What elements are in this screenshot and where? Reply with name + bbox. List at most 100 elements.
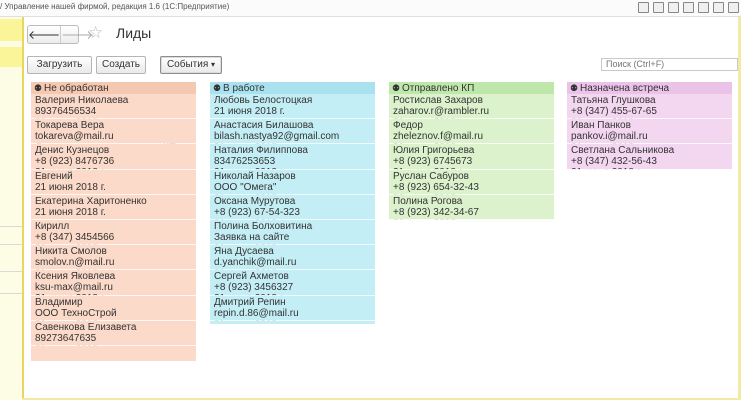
card-detail: Заявка на сайте	[214, 232, 290, 243]
card-name: Иван Панков	[571, 120, 631, 132]
card-name: Токарева Вера	[35, 120, 105, 132]
forward-button[interactable]: 🡒	[61, 28, 94, 42]
card-detail: 21 июня 2018 г.	[35, 206, 106, 218]
lead-card[interactable]: Руслан Сабуров+8 (923) 654-32-4321 июня …	[389, 171, 554, 195]
card-separator	[389, 218, 554, 220]
card-name: Анастасия Билашова	[214, 120, 314, 132]
card-separator	[31, 168, 196, 170]
save-icon[interactable]	[638, 2, 649, 13]
lead-card[interactable]: Ростислав Захаровzaharov.r@rambler.ru21 …	[389, 95, 554, 120]
column-header[interactable]: ⚉ В работе	[210, 82, 375, 94]
card-extra: 21 июня 2018 г.	[393, 218, 554, 220]
card-name: Сергей Ахметов	[214, 271, 289, 283]
card-separator	[389, 143, 554, 145]
lead-card[interactable]: Татьяна Глушкова+8 (347) 455-67-6521 июн…	[567, 95, 732, 120]
search-input[interactable]	[601, 58, 738, 71]
card-separator	[210, 319, 375, 321]
lead-card[interactable]: Оксана Мурутова+8 (923) 67-54-32321 июня…	[210, 196, 375, 220]
card-extra: 21 июня 2018 г.	[393, 117, 554, 119]
card-detail: 89273647635	[35, 332, 97, 344]
card-extra: 21 июня 2018 г.	[35, 117, 196, 119]
lead-card[interactable]: Кирилл+8 (347) 345456621 июня 2018 г.	[31, 221, 196, 246]
card-name: Николай Назаров	[214, 170, 296, 182]
card-detail: 21 июня 2018 г.	[35, 181, 106, 193]
window-title: / Управление нашей фирмой, редакция 1.6 …	[0, 2, 230, 11]
column-header[interactable]: ⚉ Назначена встреча	[567, 82, 732, 94]
card-detail: d.yanchik@mail.ru	[214, 257, 297, 269]
lead-card[interactable]: Денис Кузнецов+8 (923) 847673621 июня 20…	[31, 145, 196, 170]
card-separator	[389, 118, 554, 120]
card-separator	[31, 143, 196, 145]
card-separator	[210, 143, 375, 145]
card-name: Ксения Яковлева	[35, 271, 116, 283]
lead-card[interactable]: Евгений 21 июня 2018 г.	[31, 171, 196, 195]
card-name: Любовь Белостоцкая	[214, 95, 313, 106]
sidebar-band-top	[0, 19, 22, 41]
card-name: Федор	[393, 120, 423, 132]
load-button[interactable]: Загрузить	[27, 56, 92, 74]
favorite-star-icon[interactable]: ☆	[88, 23, 104, 42]
lead-card[interactable]: Светлана Сальникова+8 (347) 432-56-4321 …	[567, 145, 732, 170]
lead-card[interactable]: Юлия Григорьева+8 (923) 674567321 июня 2…	[389, 145, 554, 170]
card-separator	[210, 118, 375, 120]
column-title: В работе	[223, 83, 265, 94]
card-name: Полина Болховитина	[214, 221, 313, 232]
download-icon[interactable]	[683, 2, 694, 13]
card-extra: 21 июня 2018 г.	[214, 293, 375, 295]
lead-card[interactable]: Наталия Филиппова8347625365321 июня 2018…	[210, 145, 375, 170]
card-detail: smolov.n@mail.ru	[35, 257, 115, 269]
lead-card[interactable]: Валерия Николаева8937645653421 июня 2018…	[31, 95, 196, 120]
card-name: Светлана Сальникова	[571, 145, 675, 157]
back-button[interactable]: 🡐	[28, 26, 62, 43]
lead-card[interactable]: Токарева Вераtokareva@mail.ruОтправлено …	[31, 120, 196, 145]
card-detail: ООО ТехноСтрой	[35, 307, 117, 319]
events-dropdown-button[interactable]: События ▾	[160, 56, 222, 74]
calendar-icon[interactable]	[713, 2, 724, 13]
calculator-icon[interactable]	[728, 2, 739, 13]
card-detail: 89376456534	[35, 106, 97, 117]
card-extra: 21 июня 2018 г.	[214, 142, 375, 144]
card-extra: 21 июня 2018 г.	[35, 167, 196, 169]
card-name: Евгений	[35, 170, 73, 182]
upload-icon[interactable]	[668, 2, 679, 13]
card-detail: +8 (347) 432-56-43	[571, 156, 657, 168]
column-header[interactable]: ⚉ Отправлено КП	[389, 82, 554, 94]
card-extra: 21 июня 2018 г.	[393, 193, 554, 195]
column-body	[567, 94, 732, 169]
print-icon[interactable]	[653, 2, 664, 13]
card-extra: 21 июня 2018 г.	[571, 167, 732, 169]
sidebar-divider	[0, 293, 22, 294]
card-name: Кирилл	[35, 221, 70, 232]
lead-card[interactable]: Екатерина Харитоненко 21 июня 2018 г.	[31, 196, 196, 220]
card-separator	[31, 294, 196, 296]
column-header[interactable]: ⚉ Не обработан	[31, 82, 196, 94]
card-name: Татьяна Глушкова	[571, 95, 656, 106]
card-name: Савенкова Елизавета	[35, 321, 137, 333]
lead-card[interactable]: Сергей Ахметов+8 (923) 345632721 июня 20…	[210, 271, 375, 296]
column-person-icon: ⚉	[213, 83, 222, 93]
table-icon[interactable]	[698, 2, 709, 13]
card-detail: zaharov.r@rambler.ru	[393, 106, 490, 117]
card-name: Юлия Григорьева	[393, 145, 475, 157]
card-extra: 21 июня 2018 г.	[214, 167, 375, 169]
create-button[interactable]: Создать	[96, 56, 146, 74]
lead-card[interactable]: Анастасия Билашова bilash.nastya92@gmail.…	[210, 120, 375, 145]
card-extra: 21 июня 2018 г.	[35, 319, 196, 321]
lead-card[interactable]: Полина Рогова+8 (923) 342-34-6721 июня 2…	[389, 196, 554, 220]
card-name: Ростислав Захаров	[393, 95, 483, 106]
card-detail: repin.d.86@mail.ru	[214, 307, 299, 319]
sidebar-band-2	[0, 47, 22, 67]
card-extra: 21 июня 2018 г.	[214, 319, 375, 321]
card-detail: zheleznov.f@mail.ru	[393, 131, 483, 143]
lead-card[interactable]: Любовь Белостоцкая 21 июня 2018 г.	[210, 95, 375, 120]
